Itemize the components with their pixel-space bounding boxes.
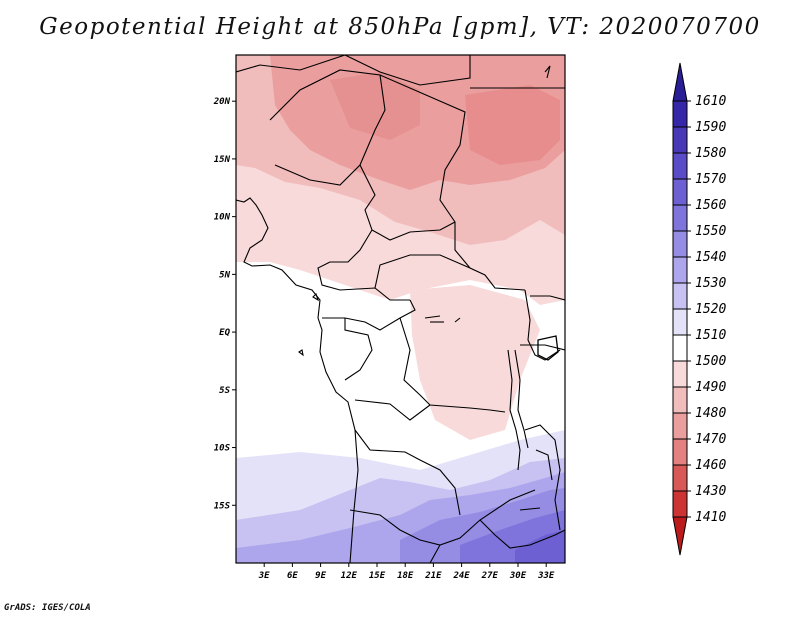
colorbar-swatch [672,256,688,284]
x-tick-label: 15E [369,571,386,581]
colorbar-swatch [672,282,688,310]
colorbar-label: 1550 [695,224,726,239]
plot-frame [235,54,566,564]
y-tick-label: 15N [214,155,231,165]
colorbar-label: 1430 [695,484,726,499]
colorbar-swatch [672,308,688,336]
colorbar-label: 1460 [695,458,726,473]
colorbar-label: 1560 [695,198,726,213]
y-axis: 20N 15N 10N 5N EQ 5S 10S 15S [213,97,236,511]
colorbar-label: 1480 [695,406,726,421]
colorbar-swatch [672,152,688,180]
y-tick-label: 15S [214,501,231,511]
y-tick-label: 10N [214,213,231,223]
colorbar-swatch [672,230,688,258]
y-tick-label: EQ [219,328,230,338]
colorbar-swatch [672,516,688,556]
x-tick-label: 27E [481,571,499,581]
colorbar-label: 1500 [695,354,726,369]
colorbar-swatch [672,464,688,492]
colorbar-label: 1490 [695,380,726,395]
colorbar-label: 1540 [695,250,726,265]
coastlines-and-borders [236,55,565,563]
colorbar-label: 1510 [695,328,726,343]
colorbar-swatch [672,360,688,388]
colorbar-swatch [672,204,688,232]
x-tick-label: 12E [341,571,358,581]
colorbar-swatch [672,178,688,206]
colorbar-label: 1470 [695,432,726,447]
colorbar-swatch [672,386,688,414]
x-tick-label: 6E [287,571,298,581]
y-tick-label: 5S [219,386,230,396]
x-tick-label: 3E [258,571,270,581]
y-tick-label: 20N [213,97,231,107]
x-tick-label: 33E [537,571,555,581]
colorbar-label: 1580 [695,146,726,161]
colorbar-label: 1590 [695,120,726,135]
x-tick-label: 18E [397,571,414,581]
colorbar-swatch [672,100,688,128]
y-tick-label: 5N [219,270,230,280]
chart-title: Geopotential Height at 850hPa [gpm], VT:… [39,14,761,40]
colorbar-label: 1610 [695,94,726,109]
x-tick-label: 24E [452,571,470,581]
x-axis: 3E 6E 9E 12E 15E 18E 21E 24E 27E 30E 33E [258,563,555,581]
x-tick-label: 30E [509,571,527,581]
y-tick-label: 10S [214,444,231,454]
colorbar-label: 1410 [695,510,726,525]
colorbar-swatch [672,412,688,440]
x-tick-label: 21E [424,571,442,581]
colorbar-label: 1570 [695,172,726,187]
colorbar-swatch [672,62,688,102]
footer-credit: GrADS: IGES/COLA [4,603,91,613]
colorbar-label: 1530 [695,276,726,291]
colorbar-swatch [672,438,688,466]
colorbar: 1610 1590 1580 1570 1560 1550 1540 1530 1520 1510… [672,62,726,556]
colorbar-swatch [672,490,688,518]
colorbar-label: 1520 [695,302,726,317]
colorbar-swatch [672,334,688,362]
x-tick-label: 9E [315,571,326,581]
height-field [236,55,565,563]
colorbar-swatch [672,126,688,154]
